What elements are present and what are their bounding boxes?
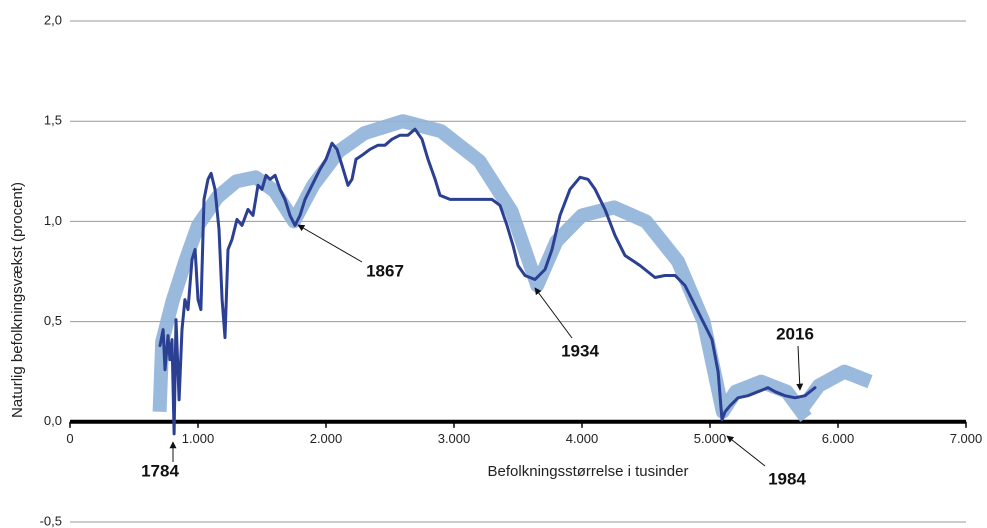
annotation-arrow: [726, 435, 766, 467]
x-tick-label: 1.000: [182, 431, 215, 446]
annotation: 1934: [561, 341, 599, 360]
y-tick-label: 0,0: [44, 413, 62, 428]
x-axis-label: Befolkningsstørrelse i tusinder: [488, 463, 689, 480]
annotation-arrow: [796, 345, 804, 391]
x-tick-label: 6.000: [822, 431, 855, 446]
y-tick-label: 1,0: [44, 213, 62, 228]
annotation: 1784: [141, 461, 179, 480]
x-tick-label: 2.000: [310, 431, 343, 446]
annotation-arrow: [297, 224, 363, 263]
y-tick-label: 1,5: [44, 113, 62, 128]
x-tick-label: 4.000: [566, 431, 599, 446]
annotation: 1867: [366, 261, 404, 280]
y-tick-label: -0,5: [40, 513, 62, 528]
line-series: [158, 127, 817, 436]
y-tick-label: 2,0: [44, 12, 62, 27]
annotation: 1984: [768, 469, 806, 488]
annotation-arrow: [534, 287, 573, 339]
line-series: [152, 114, 873, 422]
annotation: 2016: [776, 324, 814, 343]
x-tick-label: 5.000: [694, 431, 727, 446]
x-tick-label: 0: [66, 431, 73, 446]
x-tick-label: 7.000: [950, 431, 983, 446]
x-tick-label: 3.000: [438, 431, 471, 446]
y-tick-label: 0,5: [44, 313, 62, 328]
y-axis-label: Naturlig befolkningsvækst (procent): [9, 182, 26, 418]
